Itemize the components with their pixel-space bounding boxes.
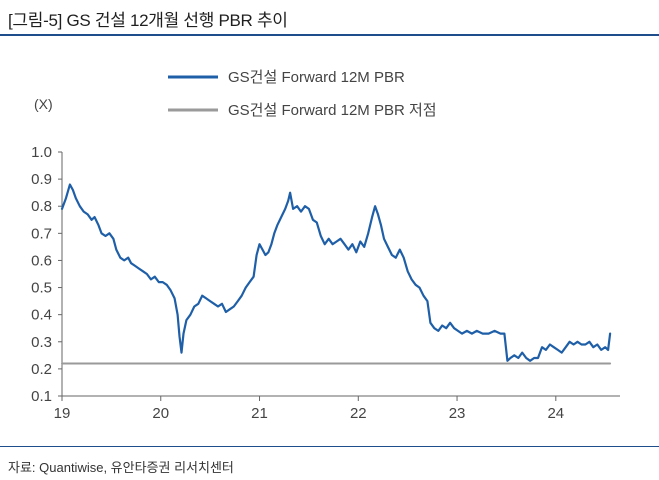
y-tick-label: 0.4 xyxy=(31,307,52,324)
y-tick-label: 0.1 xyxy=(31,388,52,405)
pbr-line-chart: GS건설 Forward 12M PBR GS건설 Forward 12M PBR… xyxy=(31,69,620,422)
x-tick-label: 21 xyxy=(251,405,268,422)
series-line-forward-pbr xyxy=(60,183,612,362)
x-tick-label: 19 xyxy=(54,405,71,422)
title-divider xyxy=(0,34,659,36)
page-title: [그림-5] GS 건설 12개월 선행 PBR 추이 xyxy=(8,11,288,30)
series-layer xyxy=(60,183,612,365)
y-tick-label: 0.6 xyxy=(31,252,52,269)
x-tick-label: 24 xyxy=(547,405,564,422)
source-note: 자료: Quantiwise, 유안타증권 리서치센터 xyxy=(8,460,234,475)
legend-label-1: GS건설 Forward 12M PBR xyxy=(228,69,405,86)
legend-label-2: GS건설 Forward 12M PBR 저점 xyxy=(228,102,437,119)
y-tick-label: 0.5 xyxy=(31,280,52,297)
legend: GS건설 Forward 12M PBR GS건설 Forward 12M PBR… xyxy=(168,69,437,119)
x-tick-label: 23 xyxy=(449,405,466,422)
y-tick-label: 0.7 xyxy=(31,225,52,242)
y-unit-label: (X) xyxy=(34,96,53,112)
y-tick-label: 0.2 xyxy=(31,361,52,378)
y-tick-label: 1.0 xyxy=(31,144,52,161)
y-tick-label: 0.3 xyxy=(31,334,52,351)
y-tick-label: 0.8 xyxy=(31,198,52,215)
x-tick-label: 22 xyxy=(350,405,367,422)
y-tick-label: 0.9 xyxy=(31,171,52,188)
axes: 0.1 0.2 0.3 0.4 0.5 0.6 0.7 0.8 0.9 1.0 19 20 21 22 23… xyxy=(31,144,620,422)
x-tick-label: 20 xyxy=(152,405,169,422)
bottom-divider xyxy=(0,446,659,447)
